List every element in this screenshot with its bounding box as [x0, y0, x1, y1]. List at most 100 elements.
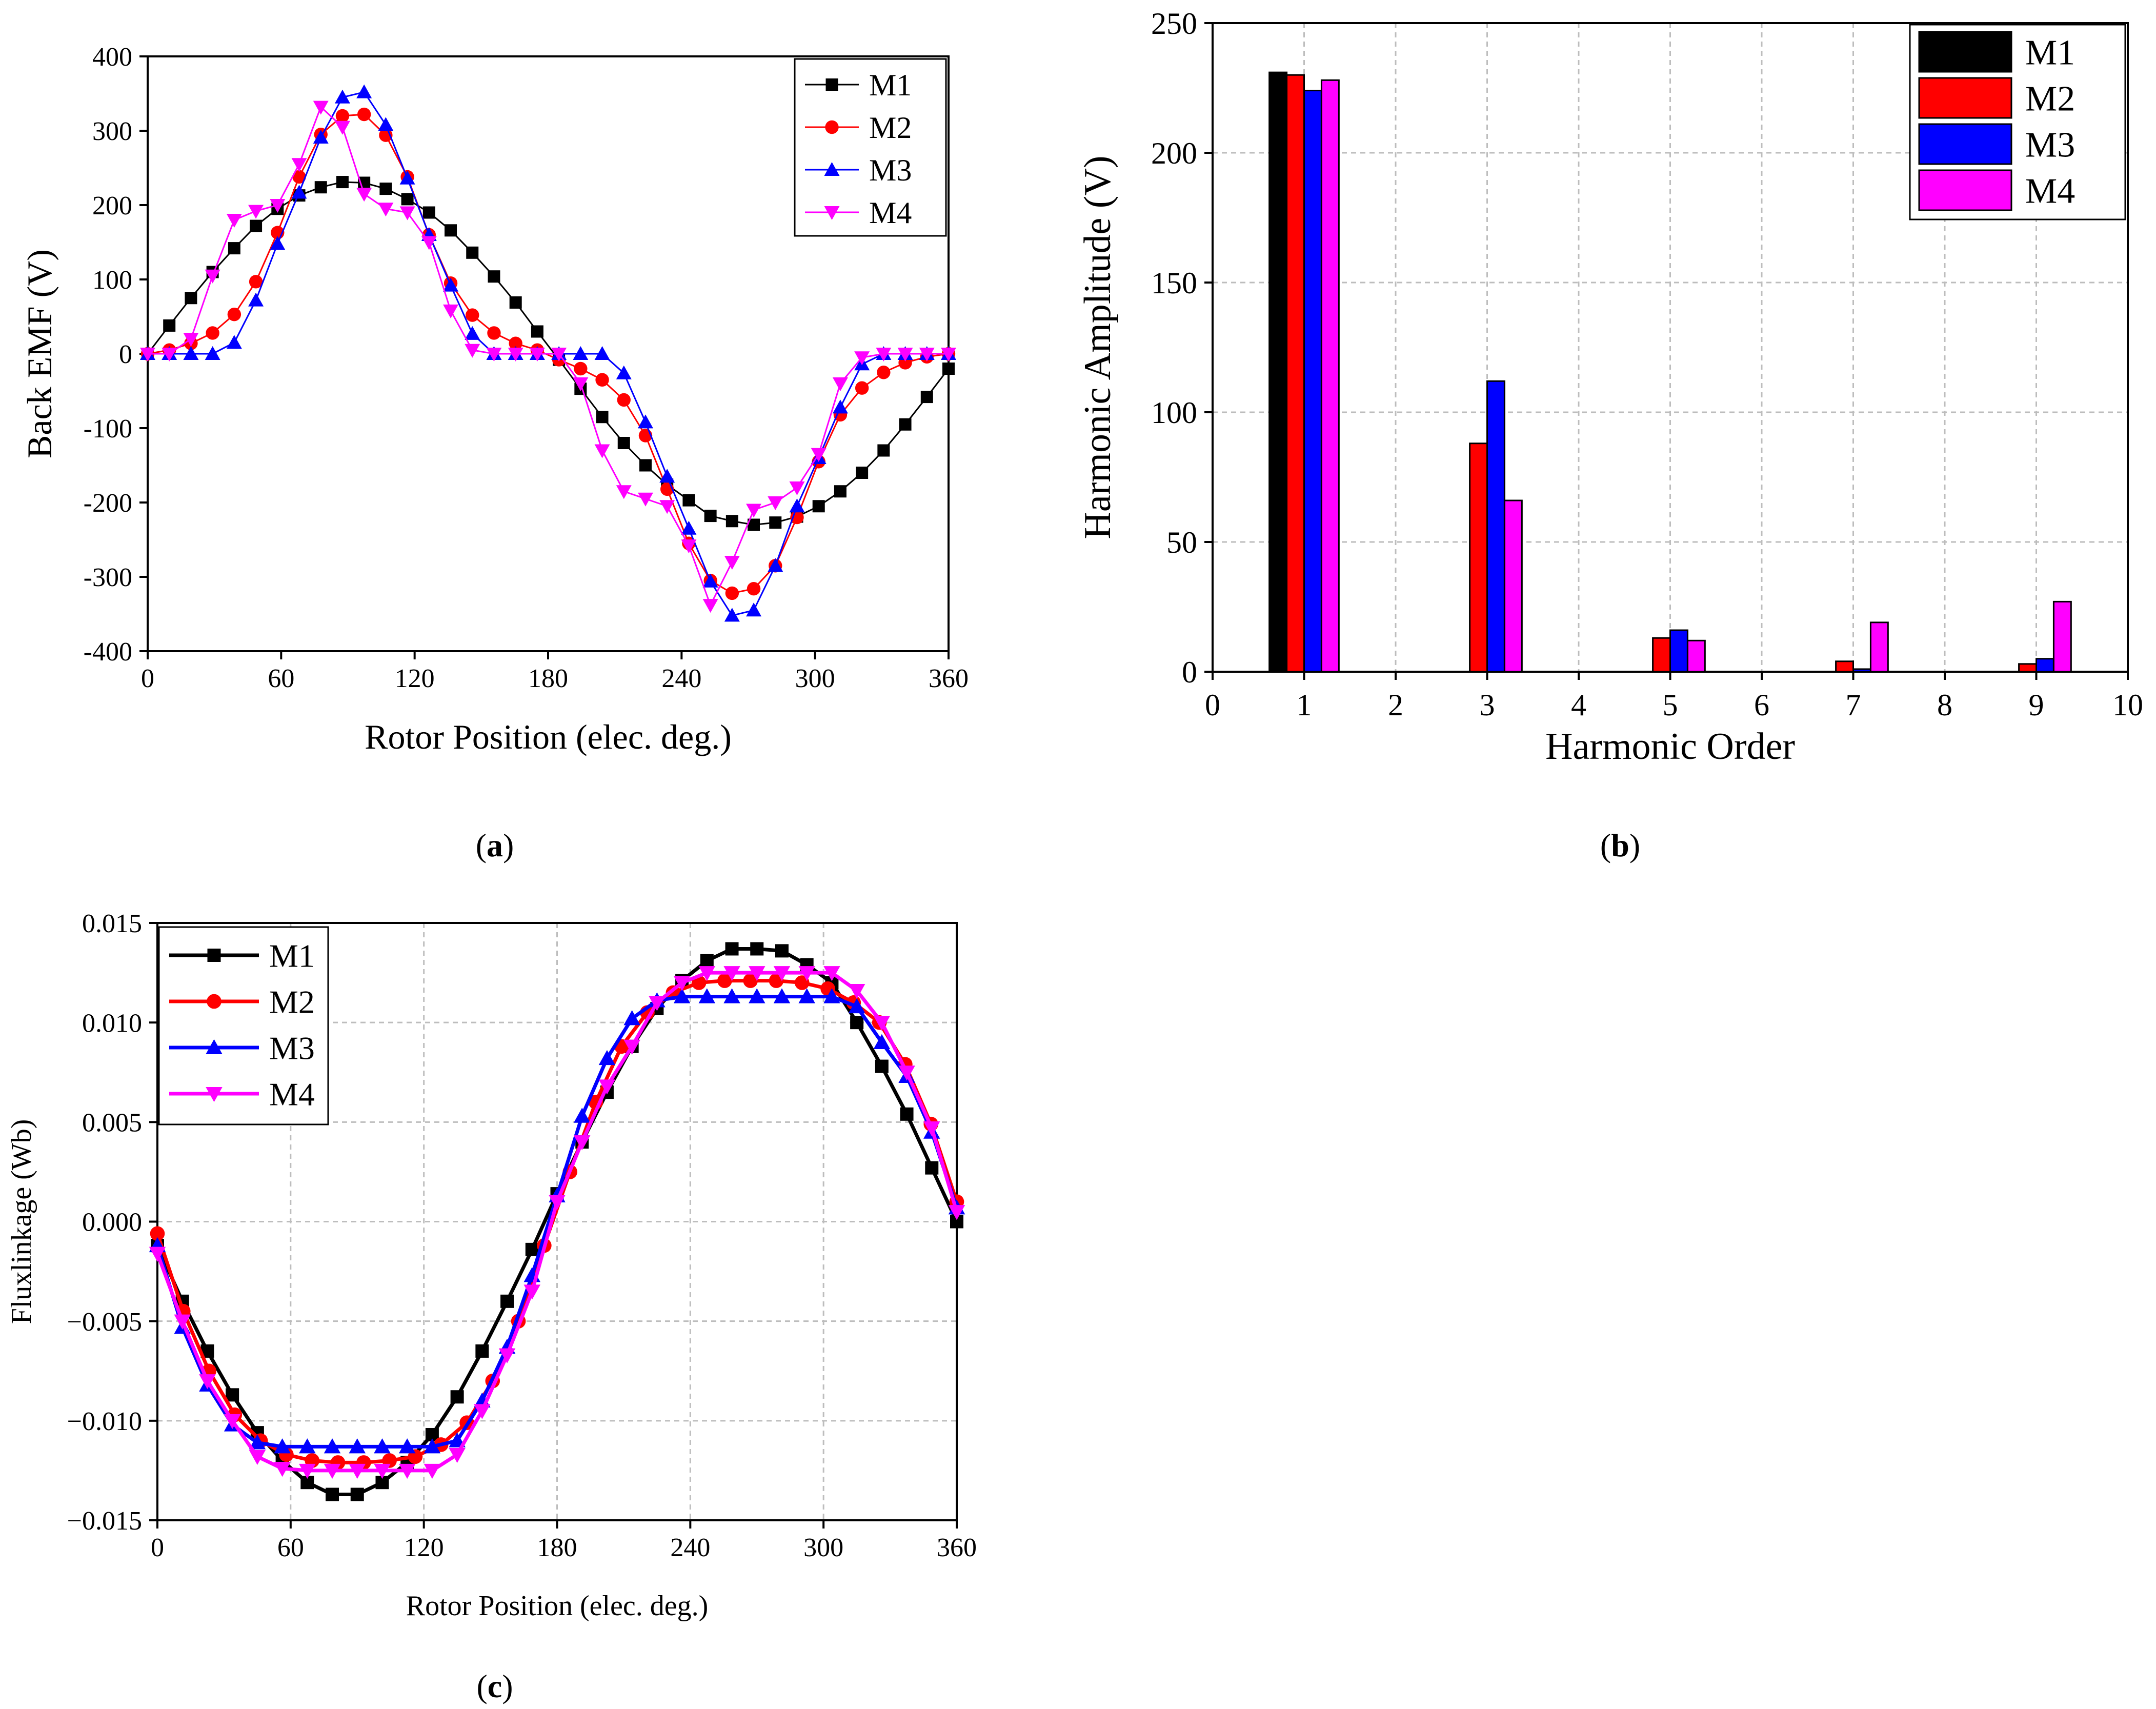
- data-point-m4: [313, 100, 329, 115]
- data-point-m4: [897, 348, 913, 361]
- legend-label-m4: M4: [2025, 172, 2075, 211]
- y-tick-label: −0.010: [67, 1407, 142, 1436]
- data-point-m4: [140, 348, 155, 361]
- y-tick-label: 0: [1182, 655, 1197, 689]
- y-tick-label: 0.005: [82, 1109, 142, 1138]
- legend-marker-m4: [824, 206, 840, 220]
- x-tick-label: 300: [795, 664, 835, 693]
- y-tick-label: 100: [92, 266, 132, 295]
- y-axis-label: Harmonic Amplitude (V): [1077, 155, 1119, 539]
- data-point-m4: [798, 966, 815, 981]
- x-tick-label: 10: [2112, 688, 2143, 722]
- data-point-m3: [398, 1438, 416, 1454]
- data-point-m2: [794, 975, 810, 990]
- x-tick-label: 3: [1480, 688, 1495, 722]
- data-point-m4: [205, 269, 220, 284]
- data-point-m3: [334, 89, 350, 104]
- data-point-m4: [183, 333, 199, 347]
- legend-swatch-m2: [1918, 77, 2012, 119]
- data-point-m4: [324, 1463, 341, 1479]
- data-point-m4: [274, 1462, 291, 1477]
- y-tick-label: −0.005: [67, 1308, 142, 1337]
- data-point-m4: [199, 1374, 216, 1390]
- data-point-m3: [746, 602, 762, 617]
- x-tick-label: 180: [528, 664, 568, 693]
- legend-label-m3: M3: [269, 1030, 315, 1066]
- data-point-m2: [206, 326, 219, 340]
- data-point-m1: [531, 325, 543, 338]
- data-point-m2: [292, 170, 306, 184]
- data-point-m4: [823, 966, 840, 981]
- data-point-m1: [488, 270, 500, 283]
- data-point-m4: [486, 348, 502, 361]
- data-point-m4: [523, 1284, 541, 1300]
- data-point-m4: [443, 304, 459, 318]
- data-point-m4: [723, 966, 740, 981]
- y-tick-label: 50: [1166, 526, 1197, 559]
- caption: (b): [1600, 827, 1640, 863]
- bar-m4-h1: [1320, 79, 1340, 673]
- data-point-m1: [925, 1161, 939, 1175]
- data-point-m4: [623, 1039, 640, 1055]
- y-tick-label: 200: [1151, 136, 1197, 170]
- legend-label-m1: M1: [2025, 33, 2075, 73]
- data-point-m4: [549, 1195, 566, 1210]
- data-point-m1: [877, 444, 890, 457]
- legend-label-m2: M2: [269, 983, 315, 1020]
- data-point-m3: [374, 1438, 391, 1454]
- caption-letter: b: [1611, 827, 1629, 863]
- bar-m4-h5: [1686, 639, 1706, 673]
- data-point-m3: [698, 988, 716, 1003]
- data-point-m2: [725, 586, 739, 600]
- data-point-m1: [850, 1016, 864, 1030]
- x-tick-label: 0: [141, 664, 154, 693]
- legend-label-m3: M3: [2025, 126, 2075, 165]
- data-point-m4: [848, 984, 865, 999]
- x-tick-label: 8: [1937, 688, 1952, 722]
- data-point-m1: [250, 219, 263, 232]
- data-point-m4: [424, 1463, 441, 1479]
- legend-marker-m3: [824, 162, 840, 176]
- data-point-m4: [941, 348, 956, 361]
- data-point-m3: [399, 170, 415, 185]
- legend-box: [158, 926, 329, 1125]
- data-point-m3: [616, 365, 632, 379]
- bar-m3-h7: [1852, 668, 1871, 673]
- data-point-m1: [185, 292, 197, 305]
- data-point-m4: [598, 1079, 616, 1095]
- data-point-m4: [749, 966, 765, 981]
- data-point-m1: [725, 942, 739, 956]
- y-tick-label: 250: [1151, 7, 1197, 41]
- y-tick-label: 0.000: [82, 1208, 142, 1237]
- data-point-m3: [443, 277, 459, 292]
- data-point-m4: [854, 351, 870, 366]
- data-point-m3: [299, 1438, 316, 1454]
- y-tick-label: -300: [84, 563, 132, 592]
- data-point-m2: [227, 307, 241, 321]
- legend-label-m3: M3: [869, 153, 912, 187]
- data-point-m4: [702, 599, 718, 613]
- data-point-m1: [228, 242, 240, 255]
- data-point-m1: [596, 411, 609, 424]
- data-point-m1: [401, 193, 414, 206]
- data-point-m4: [681, 539, 697, 554]
- data-point-m4: [832, 377, 848, 391]
- legend-swatch-m3: [1918, 123, 2012, 165]
- legend-label-m1: M1: [869, 68, 912, 102]
- data-point-m3: [291, 185, 307, 199]
- data-point-m4: [768, 496, 783, 510]
- data-point-m4: [421, 236, 437, 250]
- x-tick-label: 4: [1571, 688, 1586, 722]
- x-axis-label: Harmonic Order: [1545, 726, 1795, 768]
- data-point-m3: [274, 1438, 291, 1454]
- data-point-m4: [659, 500, 675, 514]
- bar-m2-h1: [1286, 74, 1305, 673]
- data-point-m1: [812, 500, 825, 513]
- data-point-m4: [349, 1463, 366, 1479]
- data-point-m4: [746, 504, 762, 518]
- caption-letter: c: [488, 1668, 502, 1704]
- x-tick-label: 240: [661, 664, 701, 693]
- data-point-m3: [573, 1108, 591, 1123]
- data-point-m4: [923, 1121, 940, 1137]
